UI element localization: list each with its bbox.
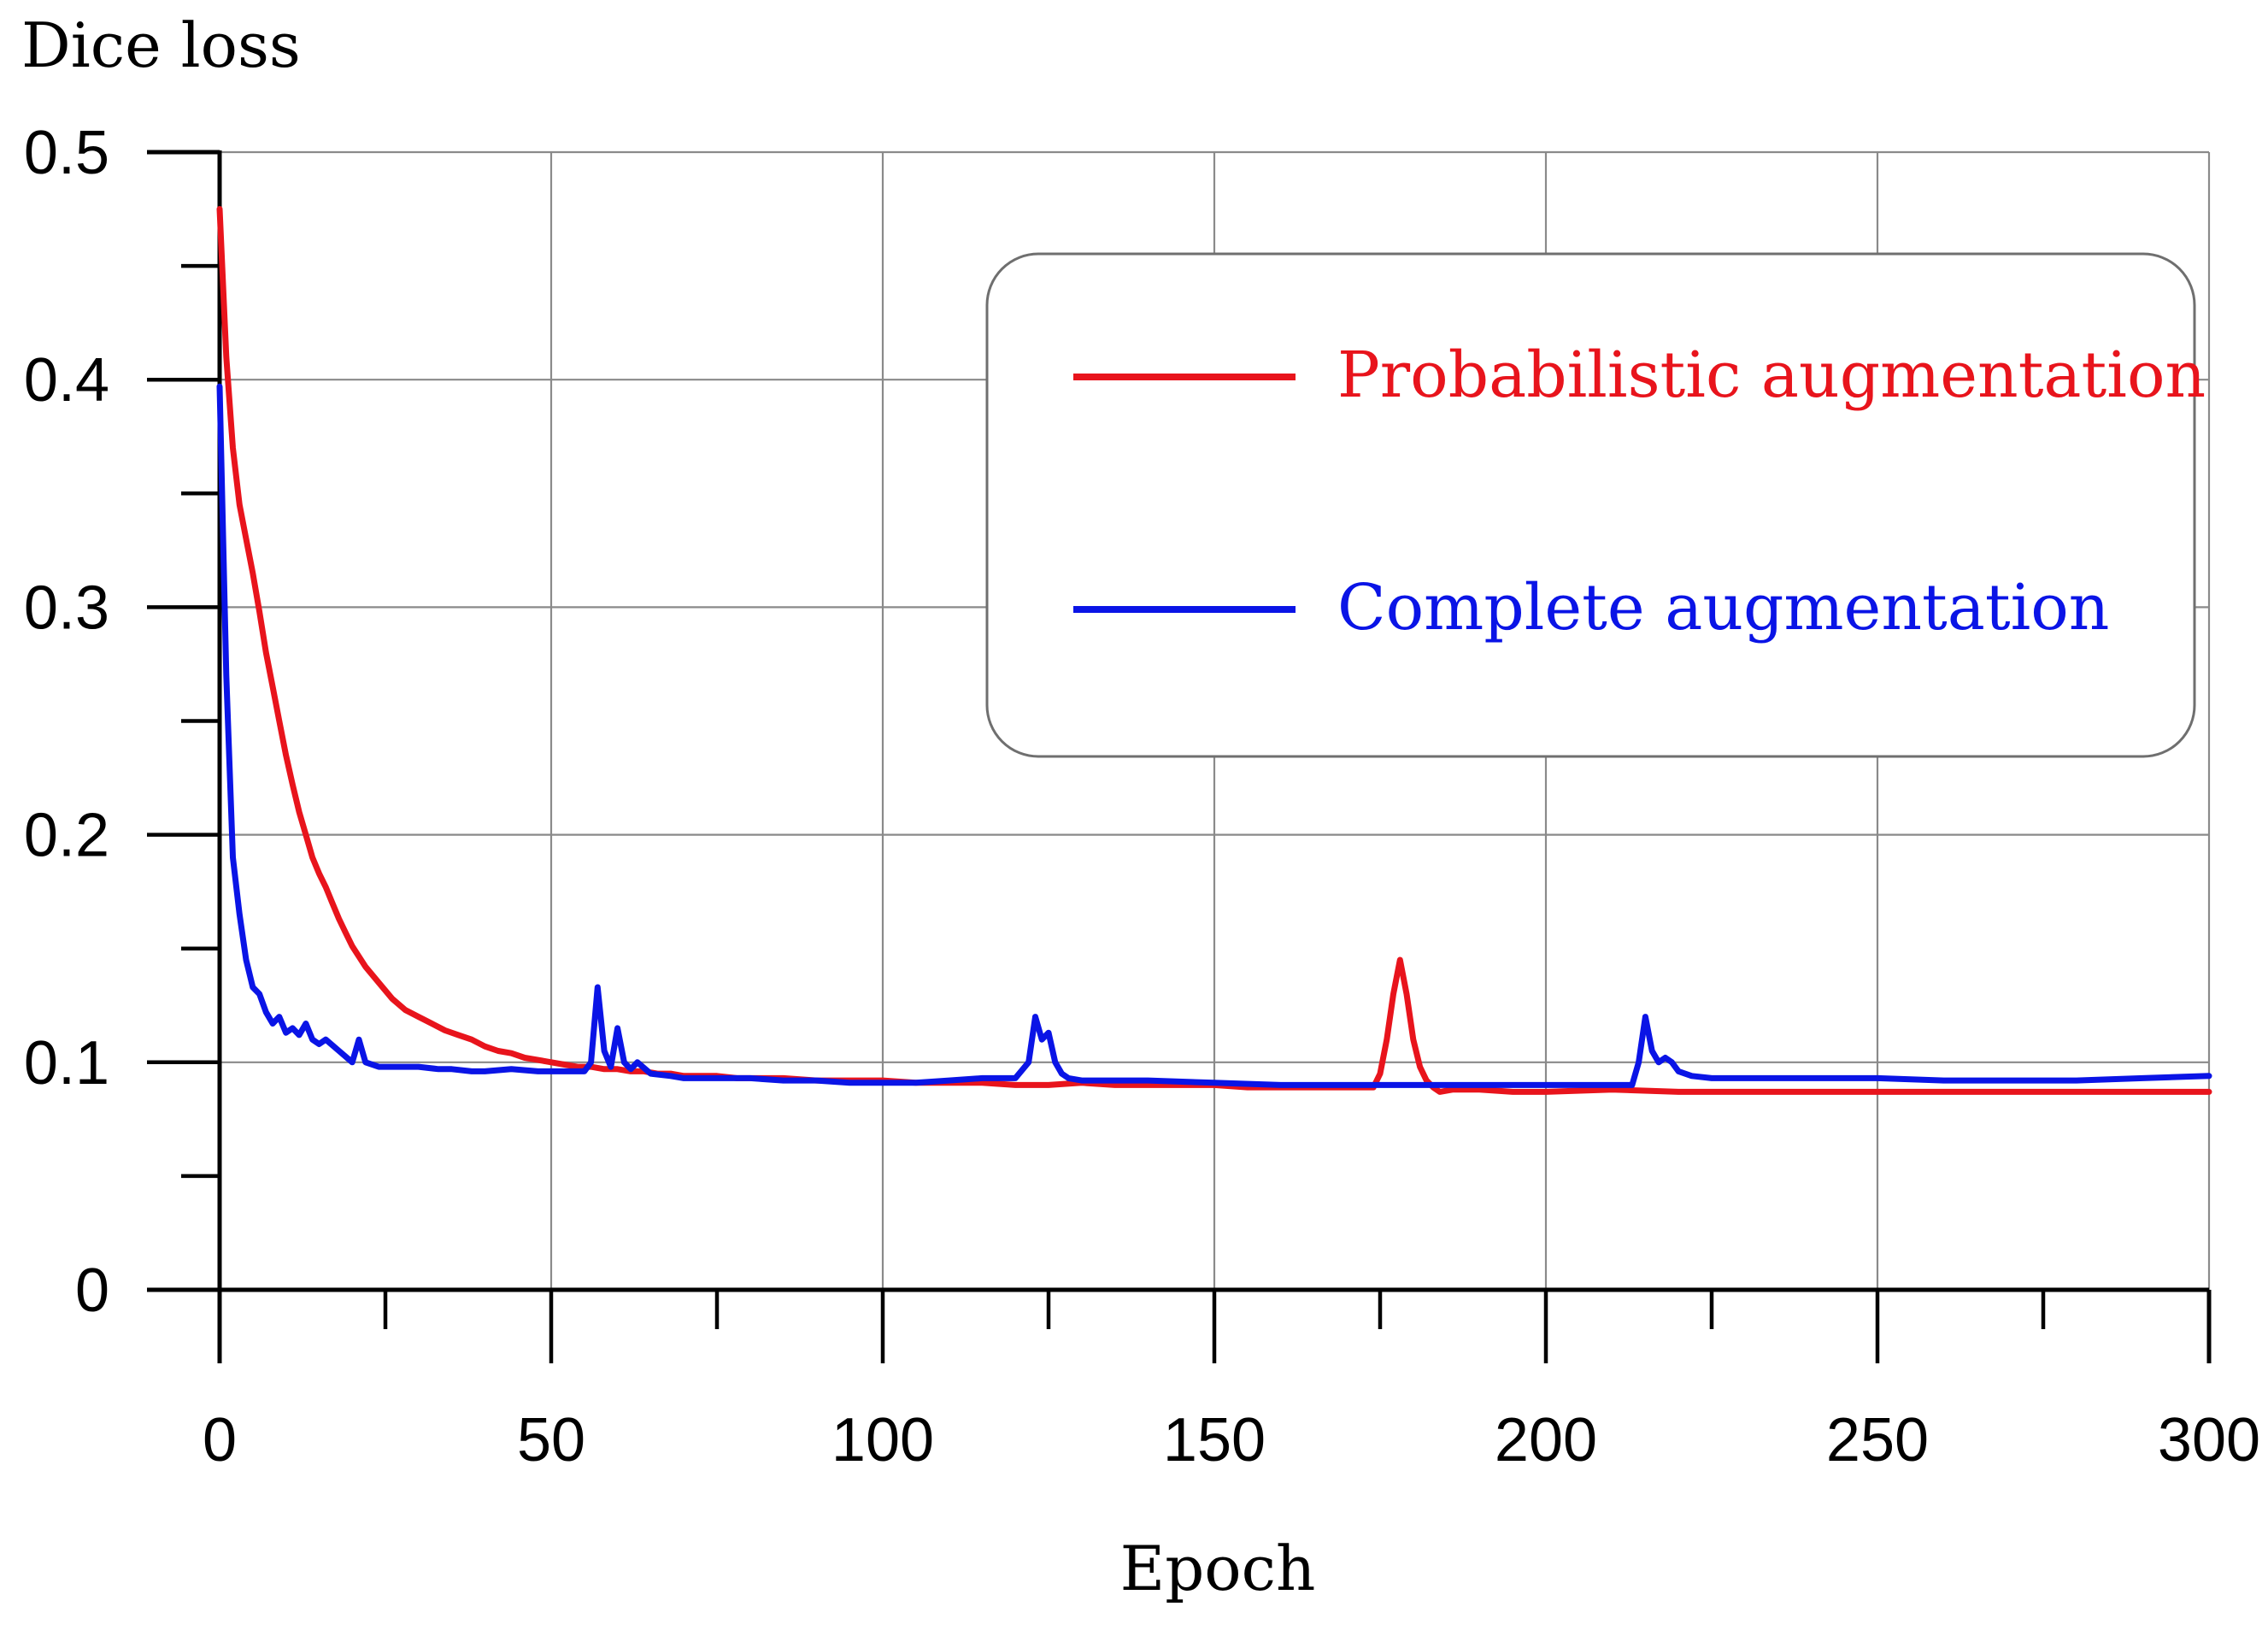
- x-tick-label: 150: [1163, 1406, 1266, 1474]
- x-tick-label: 50: [517, 1406, 585, 1474]
- x-tick-label: 300: [2158, 1406, 2260, 1474]
- legend-label-probabilistic: Probabilistic augmentation: [1337, 338, 2206, 412]
- x-tick-label: 250: [1826, 1406, 1929, 1474]
- y-tick-label: 0.3: [24, 574, 109, 642]
- legend-box: [985, 252, 2196, 758]
- x-tick-labels: 0 50 100 150 200 250 300: [203, 1406, 2260, 1474]
- axes: [147, 150, 2212, 1363]
- legend-label-complete: Complete augmentation: [1337, 571, 2109, 644]
- y-tick-label: 0: [75, 1256, 109, 1325]
- x-tick-label: 100: [831, 1406, 934, 1474]
- x-axis-title: Epoch: [1120, 1533, 1316, 1604]
- y-tick-label: 0.2: [24, 802, 109, 870]
- y-tick-labels: 0 0.1 0.2 0.3 0.4 0.5: [24, 119, 109, 1325]
- y-axis-title: Dice loss: [21, 9, 301, 81]
- y-tick-label: 0.4: [24, 346, 109, 415]
- x-tick-label: 200: [1495, 1406, 1597, 1474]
- x-tick-label: 0: [203, 1406, 237, 1474]
- y-tick-label: 0.5: [24, 119, 109, 187]
- legend: Probabilistic augmentation Complete augm…: [985, 252, 2206, 758]
- series-line-complete-augmentation: [216, 383, 2212, 1088]
- plot-series: [216, 206, 2212, 1095]
- y-tick-label: 0.1: [24, 1029, 109, 1097]
